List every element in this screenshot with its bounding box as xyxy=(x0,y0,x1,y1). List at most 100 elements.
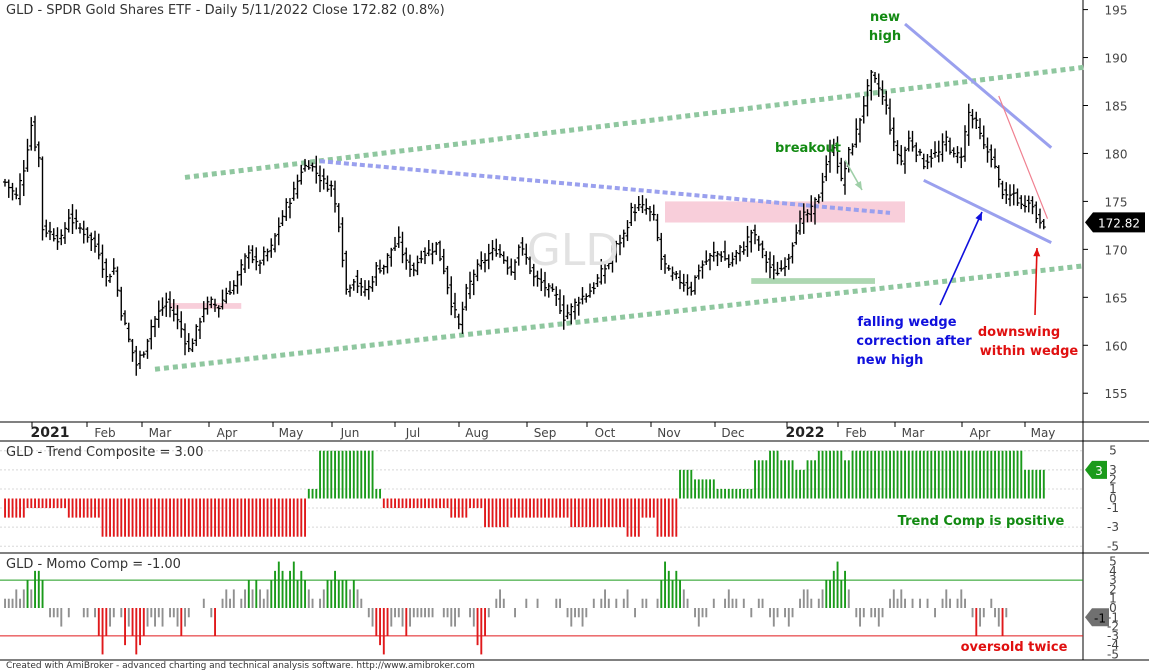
price-bar xyxy=(621,229,626,248)
trend-bar xyxy=(1016,450,1019,499)
trend-bar xyxy=(364,450,366,499)
price-bar xyxy=(640,195,645,214)
watermark: GLD xyxy=(527,225,620,276)
trend-bar xyxy=(930,450,933,499)
price-bar xyxy=(370,275,375,292)
trend-bar xyxy=(349,450,351,499)
trend-bar xyxy=(15,498,18,518)
trend-ytick-label: 0 xyxy=(1109,492,1117,506)
trend-bar xyxy=(581,498,584,528)
momo-bar xyxy=(86,608,89,618)
price-bar xyxy=(985,137,990,163)
wedge-bottom xyxy=(923,178,1052,244)
momo-bar xyxy=(41,580,44,608)
price-bar xyxy=(239,259,244,286)
price-bar xyxy=(378,259,382,274)
downswing xyxy=(998,95,1049,219)
price-bar xyxy=(944,130,949,152)
trend-bar xyxy=(660,498,663,537)
trend-bar xyxy=(202,498,205,537)
momo-bar xyxy=(244,589,246,608)
momo-bar xyxy=(472,608,475,627)
trend-bar xyxy=(165,498,168,537)
momo-bar xyxy=(360,598,363,608)
price-bar xyxy=(430,242,435,265)
momo-bar xyxy=(585,608,588,618)
trend-bar xyxy=(896,450,899,499)
momo-bar xyxy=(656,598,659,608)
trend-bar xyxy=(952,450,955,499)
trend-bar xyxy=(472,498,475,509)
price-bar xyxy=(419,250,424,264)
price-bar xyxy=(273,233,277,253)
trend-bar xyxy=(457,498,460,518)
date-tick-label: Mar xyxy=(149,426,172,440)
trend-bar xyxy=(90,498,93,518)
momo-bar xyxy=(274,570,276,608)
momo-bar xyxy=(904,598,906,608)
momo-bar xyxy=(724,598,726,608)
breakout-arrow-head xyxy=(854,181,862,190)
price-bar xyxy=(591,282,596,295)
price-bar xyxy=(1038,208,1042,229)
price-bar xyxy=(906,130,911,152)
price-bar xyxy=(966,103,971,146)
trend-bar xyxy=(127,498,130,537)
trend-bar xyxy=(637,498,640,537)
momo-bar xyxy=(787,608,790,627)
momo-bar xyxy=(352,580,355,608)
price-bar xyxy=(359,278,364,296)
price-bar xyxy=(381,264,386,275)
price-bar xyxy=(505,256,510,275)
price-bar xyxy=(464,283,469,311)
momo-bar xyxy=(427,608,430,618)
momo-bar xyxy=(514,608,516,618)
trend-bar xyxy=(817,450,820,499)
trend-bar xyxy=(1039,469,1041,499)
price-bar xyxy=(711,241,716,262)
trend-bar xyxy=(26,498,29,509)
price-bar xyxy=(415,255,420,276)
price-ytick-label: 165 xyxy=(1105,291,1128,305)
momo-bar xyxy=(180,608,183,636)
price-bar xyxy=(434,241,439,255)
trend-bar xyxy=(832,450,835,499)
trend-bar xyxy=(86,498,89,518)
momo-bar xyxy=(469,608,471,618)
trend-bar xyxy=(881,450,884,499)
momo-bar xyxy=(750,608,753,618)
falling-wedge-arrow xyxy=(939,211,983,306)
momo-bar xyxy=(881,608,884,618)
upper-channel xyxy=(184,64,1086,180)
trend-bar xyxy=(979,450,981,499)
price-bar xyxy=(453,292,457,319)
momo-bar xyxy=(356,589,359,608)
downswing-arrow-shaft xyxy=(1034,247,1038,316)
price-bar xyxy=(828,139,832,173)
trend-bar xyxy=(431,498,434,509)
price-bar xyxy=(104,258,109,287)
trend-bar xyxy=(829,450,831,499)
price-bar xyxy=(520,237,525,256)
price-bar xyxy=(179,311,184,338)
price-bar xyxy=(921,153,926,170)
price-bar xyxy=(441,248,446,275)
price-bar xyxy=(543,271,547,297)
trend-bar xyxy=(855,450,858,499)
price-bar xyxy=(486,243,491,270)
trend-bar xyxy=(716,488,719,499)
momo-ytick-label: 3 xyxy=(1109,573,1117,587)
momo-bar xyxy=(442,608,445,618)
momo-bar xyxy=(502,598,505,608)
trend-bar xyxy=(206,498,209,537)
lower-channel xyxy=(154,263,1086,372)
date-tick-label: Dec xyxy=(721,426,744,440)
trend-bar xyxy=(892,450,895,499)
price-bar xyxy=(310,162,315,172)
momo-bar xyxy=(304,580,306,608)
momo-bar xyxy=(19,598,21,608)
price-bar xyxy=(629,202,634,227)
price-bar xyxy=(723,240,727,261)
resistance-zone xyxy=(665,201,905,223)
price-bar xyxy=(726,254,731,268)
